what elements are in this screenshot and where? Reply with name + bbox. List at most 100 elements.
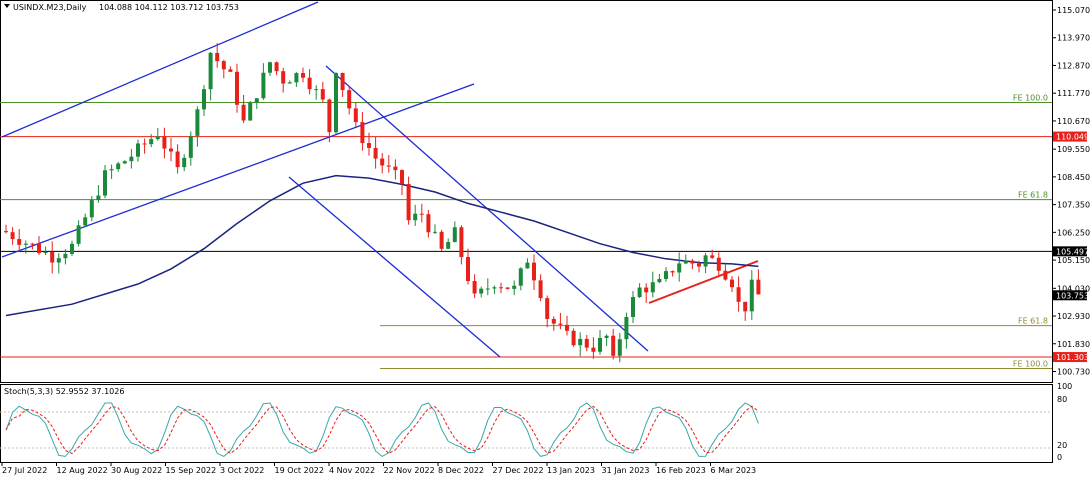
- price-tick-label: 111.770: [1057, 89, 1090, 98]
- fibo-level-label: FE 100.0: [1013, 94, 1048, 103]
- candle-body: [459, 227, 464, 257]
- candle-body: [472, 281, 477, 294]
- candle-body: [261, 72, 266, 99]
- candle-body: [175, 151, 180, 168]
- moving-average: [5, 174, 759, 317]
- stochastic-oscillator: [0, 402, 1052, 457]
- stochastic-label: Stoch(5,3,3) 52.9552 37.1026: [4, 387, 124, 396]
- fibo-level-label: FE 61.8: [1018, 317, 1048, 326]
- candle-body: [400, 170, 404, 185]
- fibo-level-label: FE 61.8: [1018, 191, 1048, 200]
- candle-body: [103, 170, 107, 196]
- candle-body: [710, 255, 715, 258]
- candle-body: [149, 139, 154, 145]
- candle-body: [670, 271, 675, 273]
- candle-body: [446, 242, 451, 249]
- price-tick-label: 104.030: [1057, 284, 1090, 293]
- dropdown-arrow-icon[interactable]: [4, 4, 10, 8]
- descending-channel-lower[interactable]: [288, 176, 501, 358]
- symbol-label: USINDX.M23,Daily: [13, 3, 87, 12]
- candle-body: [413, 213, 418, 221]
- candle-body: [617, 339, 622, 356]
- red-trendline[interactable]: [648, 260, 759, 304]
- candle-body: [703, 255, 708, 267]
- candle-body: [30, 243, 35, 245]
- candle-body: [215, 52, 220, 62]
- date-tick-label: 27 Dec 2022: [493, 466, 544, 475]
- candle-body: [736, 287, 741, 302]
- candle-body: [393, 166, 398, 171]
- candle-body: [162, 136, 167, 149]
- ascending-channel-upper[interactable]: [1, 1, 319, 138]
- date-tick-label: 13 Jan 2023: [547, 466, 595, 475]
- candle-body: [386, 165, 391, 167]
- candle-body: [367, 143, 371, 148]
- candle-body: [558, 323, 563, 325]
- price-badges: 110.049 105.497 103.753 101.303: [1053, 131, 1089, 363]
- candle-body: [228, 69, 233, 72]
- stoch-axis-label: 0: [1057, 453, 1062, 462]
- date-axis: 27 Jul 2022 12 Aug 2022 30 Aug 2022 15 Sep …: [1, 462, 756, 475]
- candle-body: [116, 163, 121, 170]
- candle-body: [43, 251, 48, 254]
- candle-body: [373, 147, 378, 159]
- candle-body: [690, 260, 695, 264]
- price-badge-label: 103.753: [1056, 291, 1089, 300]
- candle-body: [604, 335, 609, 338]
- price-tick-label: 101.830: [1057, 340, 1090, 349]
- ascending-channel-lower[interactable]: [1, 83, 475, 258]
- price-tick-label: 109.550: [1057, 145, 1090, 154]
- candle-body: [70, 243, 74, 254]
- candle-body: [340, 73, 345, 91]
- candle-body: [155, 136, 160, 140]
- date-tick-label: 4 Nov 2022: [329, 466, 375, 475]
- candle-body: [657, 278, 662, 283]
- candle-body: [202, 89, 206, 110]
- candle-body: [466, 256, 470, 282]
- date-tick-label: 8 Dec 2022: [438, 466, 484, 475]
- ma-line: [5, 174, 759, 317]
- candle-body: [320, 89, 325, 100]
- chart-header: USINDX.M23,Daily 104.088 104.112 103.712…: [4, 3, 239, 12]
- candle-body: [129, 156, 134, 162]
- candle-body: [624, 316, 629, 340]
- candle-body: [644, 287, 649, 293]
- candle-body: [637, 287, 642, 298]
- candle-body: [208, 52, 213, 90]
- price-badge-label: 110.049: [1056, 133, 1089, 142]
- candle-body: [518, 268, 523, 286]
- candle-body: [406, 184, 411, 221]
- price-tick-label: 105.150: [1057, 256, 1090, 265]
- candle-body: [96, 195, 101, 201]
- candle-body: [274, 62, 279, 72]
- candle-body: [584, 338, 589, 348]
- candle-body: [136, 143, 140, 157]
- candle-body: [122, 161, 127, 164]
- candle-body: [677, 263, 682, 273]
- candle-body: [76, 225, 81, 244]
- stoch-axis-label: 20: [1057, 441, 1067, 450]
- candle-body: [697, 263, 701, 267]
- candle-body: [611, 335, 616, 356]
- candle-body: [314, 89, 319, 91]
- candle-body: [551, 318, 556, 324]
- price-axis: 115.070 113.970 112.870 111.770 110.670 109.5…: [1052, 6, 1090, 462]
- candle-body: [23, 243, 28, 245]
- price-tick-label: 108.450: [1057, 173, 1090, 182]
- candle-body: [499, 287, 503, 289]
- date-tick-label: 16 Feb 2023: [656, 466, 706, 475]
- stoch-main-line: [5, 402, 759, 457]
- candle-body: [485, 288, 490, 290]
- candlesticks: [4, 43, 761, 363]
- price-badge-label: 101.303: [1056, 353, 1089, 362]
- candle-body: [294, 73, 299, 83]
- candle-body: [716, 257, 721, 271]
- candle-body: [235, 71, 239, 105]
- candle-body: [56, 258, 61, 263]
- candle-body: [571, 330, 576, 346]
- candle-body: [492, 287, 497, 289]
- candle-body: [452, 227, 457, 243]
- fibo-level-label: FE 100.0: [1013, 359, 1048, 368]
- date-tick-label: 27 Jul 2022: [2, 466, 47, 475]
